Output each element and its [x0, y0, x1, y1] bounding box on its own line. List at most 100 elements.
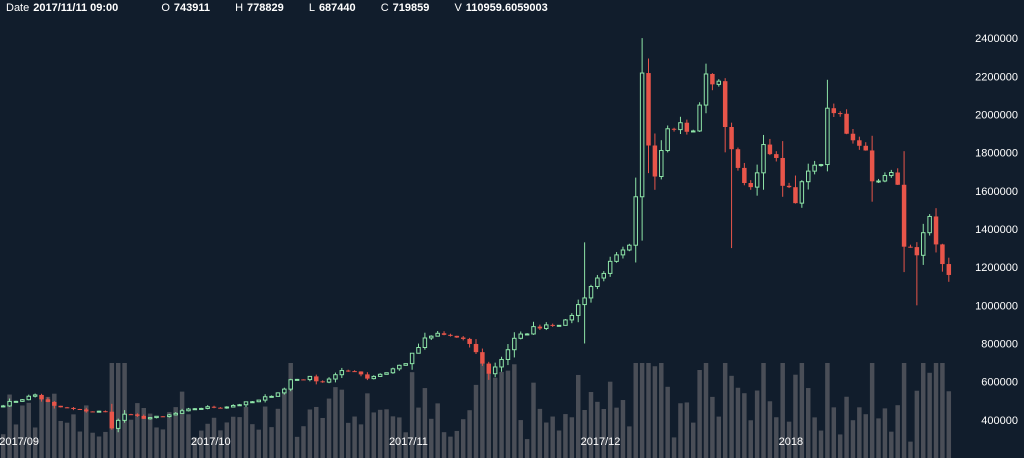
- volume-bar: [256, 429, 262, 458]
- volume-bar: [735, 387, 741, 458]
- volume-bar: [716, 416, 722, 458]
- volume-bar: [409, 372, 415, 458]
- volume-bar: [818, 430, 824, 458]
- candle-body-down: [128, 414, 134, 416]
- volume-bar: [135, 403, 140, 458]
- volume-bar: [575, 374, 581, 458]
- volume-bar: [889, 431, 894, 458]
- volume-bar: [211, 417, 217, 458]
- candle-body-down: [39, 394, 44, 400]
- volume-bar: [39, 395, 44, 458]
- volume-bar: [58, 420, 63, 458]
- candle-body-up: [262, 396, 268, 401]
- volume-bar: [448, 436, 453, 458]
- volume-bar: [186, 414, 191, 458]
- candle-body-up: [403, 363, 408, 366]
- candle-body-down: [780, 157, 785, 186]
- volume-bar: [550, 416, 555, 458]
- volume-bar: [825, 363, 830, 458]
- volume-bar: [659, 363, 664, 458]
- volume-bar: [20, 405, 25, 458]
- candle-body-down: [914, 247, 920, 256]
- volume-bar: [282, 392, 287, 458]
- candle-body-down: [109, 411, 115, 429]
- volume-bar: [499, 371, 504, 458]
- candle-body-up: [492, 366, 498, 375]
- candle-body-down: [345, 370, 351, 372]
- candle-body-up: [384, 372, 389, 375]
- candle-body-up: [518, 333, 523, 339]
- candle-body-up: [927, 215, 932, 234]
- candle-body-up: [307, 375, 313, 381]
- volume-bar: [52, 393, 57, 458]
- candle-body-up: [812, 164, 817, 172]
- volume-bar: [518, 420, 523, 458]
- candle-body-up: [205, 406, 210, 409]
- volume-bar: [45, 396, 51, 458]
- volume-bar: [320, 417, 325, 458]
- candle-body-up: [186, 408, 191, 412]
- volume-bar: [780, 363, 785, 458]
- candle-body-down: [844, 113, 849, 134]
- volume-bar: [697, 369, 702, 458]
- candle-body-up: [333, 374, 338, 380]
- candle-body-up: [179, 410, 185, 414]
- candle-body-down: [710, 73, 715, 85]
- candle-body-up: [703, 73, 709, 106]
- candle-body-down: [857, 140, 862, 146]
- x-tick-label: 2017/11: [389, 436, 428, 448]
- volume-bar: [243, 406, 249, 458]
- volume-bar: [90, 432, 95, 458]
- volume-bar: [128, 419, 134, 458]
- candle-body-up: [339, 370, 345, 376]
- candle-body-up: [288, 379, 293, 390]
- candle-body-down: [895, 172, 900, 185]
- volume-bar: [544, 422, 549, 458]
- candle-body-up: [122, 413, 127, 421]
- candle-body-down: [850, 133, 856, 141]
- volume-bar: [729, 375, 734, 458]
- volume-bar: [678, 403, 683, 458]
- candle-body-down: [735, 149, 741, 168]
- volume-bar: [77, 431, 83, 458]
- candle-body-down: [301, 379, 306, 381]
- candle-body-up: [761, 144, 766, 174]
- candle-body-up: [32, 394, 38, 397]
- candle-body-up: [243, 401, 249, 406]
- candle-body-up: [96, 410, 102, 413]
- y-tick-label: 2000000: [975, 110, 1018, 122]
- candle-body-down: [64, 407, 70, 409]
- candle-body-down: [793, 187, 798, 204]
- candle-body-down: [537, 326, 543, 329]
- volume-bar: [671, 437, 677, 458]
- volume-bar: [806, 388, 811, 458]
- candle-body-down: [84, 409, 89, 412]
- volume-bar: [32, 427, 38, 458]
- candle-body-up: [524, 333, 530, 336]
- candle-body-up: [167, 414, 172, 418]
- candle-body-up: [512, 337, 517, 351]
- candle-body-up: [250, 401, 255, 404]
- candle-body-up: [435, 332, 440, 337]
- x-tick-label: 2017/12: [581, 436, 621, 448]
- candle-body-up: [422, 337, 428, 349]
- volume-bar: [237, 417, 242, 458]
- candle-body-down: [218, 407, 223, 409]
- candle-body-up: [505, 349, 511, 360]
- volume-bar: [588, 392, 594, 458]
- volume-bar: [141, 407, 146, 458]
- y-tick-label: 1000000: [975, 300, 1018, 312]
- volume-bar: [397, 417, 402, 458]
- candle-body-up: [154, 415, 159, 419]
- candle-body-up: [377, 373, 383, 377]
- volume-bar: [844, 396, 849, 458]
- candle-body-down: [786, 185, 792, 188]
- candle-body-down: [863, 145, 868, 151]
- volume-bar: [422, 388, 428, 458]
- volume-bar: [646, 363, 651, 458]
- candle-body-down: [58, 405, 63, 408]
- volume-bar: [614, 407, 619, 458]
- y-tick-label: 800000: [981, 339, 1018, 351]
- candle-body-down: [90, 411, 95, 413]
- candle-body-down: [646, 73, 651, 146]
